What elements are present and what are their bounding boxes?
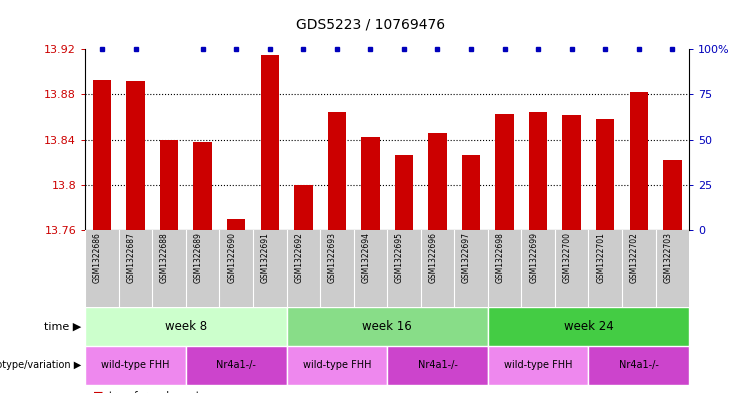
Text: Nr4a1-/-: Nr4a1-/- [216,360,256,371]
Text: wild-type FHH: wild-type FHH [102,360,170,371]
Text: GSM1322691: GSM1322691 [261,232,270,283]
Bar [387,346,488,385]
Bar [287,307,488,346]
Bar [596,119,614,230]
Bar [93,80,111,230]
Bar [227,219,245,230]
Text: GSM1322689: GSM1322689 [193,232,202,283]
Bar [85,346,186,385]
Bar [395,155,413,230]
Bar [85,307,287,346]
Text: GSM1322697: GSM1322697 [462,232,471,283]
Text: GSM1322696: GSM1322696 [428,232,437,283]
Text: GSM1322699: GSM1322699 [529,232,538,283]
Text: genotype/variation ▶: genotype/variation ▶ [0,360,82,371]
Text: GSM1322686: GSM1322686 [93,232,102,283]
Bar [361,137,379,230]
Text: week 8: week 8 [165,320,207,333]
Bar [488,307,689,346]
Bar [462,155,480,230]
Bar [328,112,346,230]
Bar [588,346,689,385]
Text: GSM1322690: GSM1322690 [227,232,236,283]
Text: Nr4a1-/-: Nr4a1-/- [418,360,457,371]
Text: GSM1322695: GSM1322695 [395,232,404,283]
Text: transformed count: transformed count [109,391,199,393]
Bar [529,112,548,230]
Text: time ▶: time ▶ [44,321,82,331]
Text: week 16: week 16 [362,320,412,333]
Bar [160,140,179,230]
Text: GSM1322688: GSM1322688 [160,232,169,283]
Bar [294,185,313,230]
Text: GSM1322700: GSM1322700 [562,232,572,283]
Bar [488,346,588,385]
Text: GSM1322692: GSM1322692 [294,232,303,283]
Text: Nr4a1-/-: Nr4a1-/- [619,360,659,371]
Text: GDS5223 / 10769476: GDS5223 / 10769476 [296,18,445,32]
Text: GSM1322698: GSM1322698 [496,232,505,283]
Text: GSM1322702: GSM1322702 [630,232,639,283]
Bar [562,115,581,230]
Text: GSM1322703: GSM1322703 [663,232,672,283]
Text: GSM1322694: GSM1322694 [362,232,370,283]
Bar [261,55,279,230]
Text: GSM1322693: GSM1322693 [328,232,337,283]
Text: GSM1322687: GSM1322687 [127,232,136,283]
Bar [496,114,514,230]
Bar [193,142,212,230]
Text: week 24: week 24 [564,320,614,333]
Bar [126,81,144,230]
Text: GSM1322701: GSM1322701 [597,232,605,283]
Text: wild-type FHH: wild-type FHH [302,360,371,371]
Bar [186,346,287,385]
Bar [630,92,648,230]
Text: wild-type FHH: wild-type FHH [504,360,572,371]
Bar [663,160,682,230]
Bar [287,346,387,385]
Bar [428,133,447,230]
Text: ■: ■ [93,391,103,393]
